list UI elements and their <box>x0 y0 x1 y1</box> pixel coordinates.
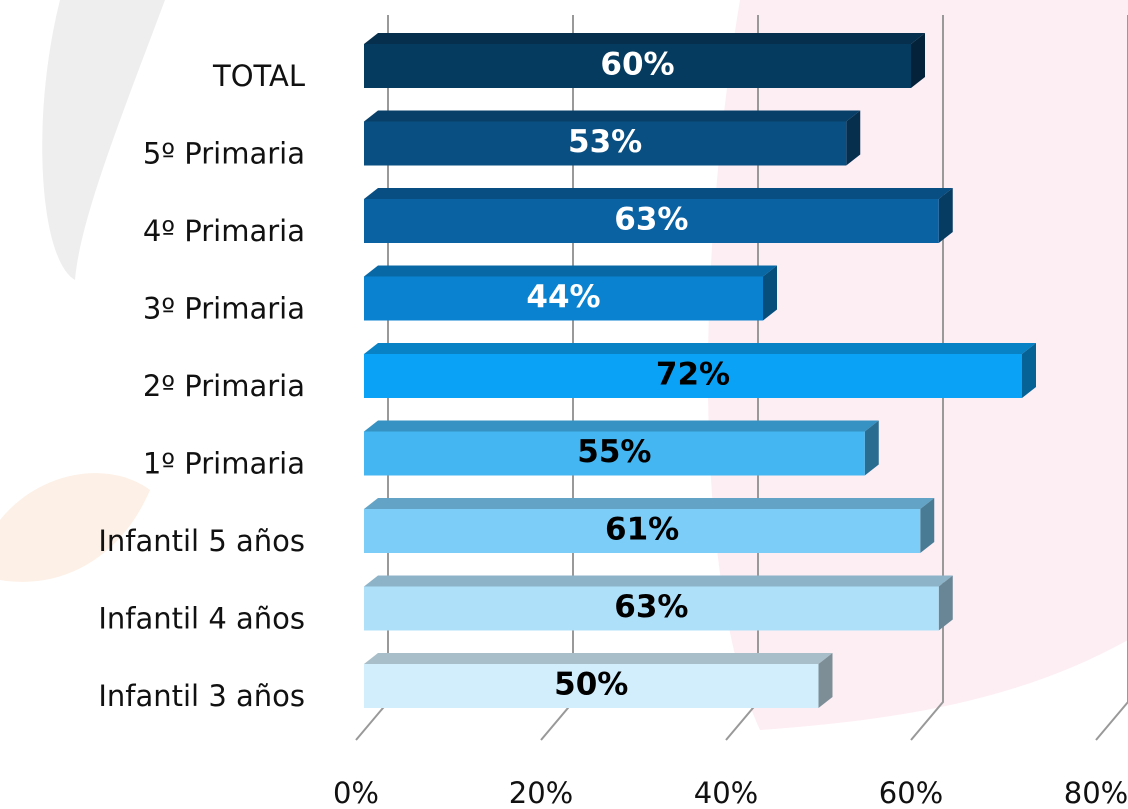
bar-top <box>364 188 953 199</box>
bar <box>364 664 819 708</box>
bar-side <box>911 33 925 88</box>
category-label: Infantil 5 años <box>98 524 305 558</box>
bar-top <box>364 575 953 587</box>
category-label: 4º Primaria <box>143 214 305 248</box>
bar-top <box>364 265 777 277</box>
bar <box>364 354 1022 398</box>
x-tick-label: 80% <box>1064 776 1128 809</box>
bar <box>364 199 939 243</box>
bar <box>364 509 921 553</box>
category-label: Infantil 3 años <box>98 679 305 713</box>
category-label: 3º Primaria <box>143 292 305 326</box>
category-label: 2º Primaria <box>143 369 305 403</box>
value-label: 63% <box>614 589 688 625</box>
bar <box>364 121 847 166</box>
bar <box>364 276 763 321</box>
bar-top <box>364 110 861 122</box>
bar-side <box>864 420 879 476</box>
bar-top <box>364 420 879 432</box>
bar-top <box>364 498 935 509</box>
bar <box>364 44 911 88</box>
bar-side <box>920 498 935 553</box>
value-label: 55% <box>577 434 651 470</box>
category-label: TOTAL <box>212 59 305 93</box>
bar-top <box>364 343 1036 354</box>
x-tick-label: 20% <box>509 776 573 809</box>
value-label: 72% <box>656 357 730 393</box>
bar-side <box>938 575 953 631</box>
x-tick-label: 40% <box>694 776 758 809</box>
bar <box>364 586 939 631</box>
bar-top <box>364 33 925 44</box>
category-label: 5º Primaria <box>143 137 305 171</box>
background-shape <box>0 473 150 582</box>
value-label: 63% <box>614 202 688 238</box>
value-label: 53% <box>568 124 642 160</box>
x-tick-label: 0% <box>333 776 379 809</box>
bar <box>364 431 865 476</box>
bar-side <box>818 653 833 708</box>
value-label: 61% <box>605 512 679 548</box>
grid-line <box>910 15 944 741</box>
value-label: 60% <box>600 47 674 83</box>
bar-side <box>1022 343 1036 398</box>
grid-line <box>1095 15 1128 741</box>
bar-side <box>846 110 861 166</box>
category-label: Infantil 4 años <box>98 602 305 636</box>
category-label: 1º Primaria <box>143 447 305 481</box>
background-swoosh <box>42 0 166 280</box>
bar-side <box>763 265 777 321</box>
bar-top <box>364 653 833 664</box>
value-label: 50% <box>554 667 628 703</box>
x-tick-label: 60% <box>879 776 943 809</box>
value-label: 44% <box>526 279 600 315</box>
bar-side <box>938 188 953 243</box>
